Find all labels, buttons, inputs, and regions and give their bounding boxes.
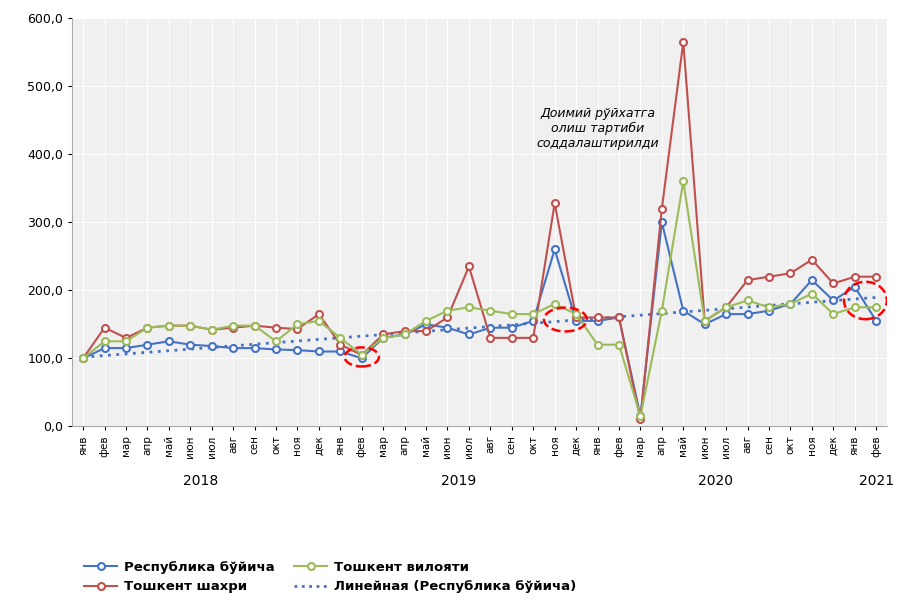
Text: 2018: 2018 [184,474,219,488]
Text: 2019: 2019 [441,474,476,488]
Text: Доимий рўйхатга
олиш тартиби
соддалаштирилди: Доимий рўйхатга олиш тартиби соддалаштир… [537,107,659,150]
Text: 2020: 2020 [698,474,733,488]
Legend: Республика бўйича, Тошкент шахри, Тошкент вилояти, Линейная (Республика бўйича): Республика бўйича, Тошкент шахри, Тошкен… [79,555,581,599]
Text: 2021: 2021 [859,474,894,488]
